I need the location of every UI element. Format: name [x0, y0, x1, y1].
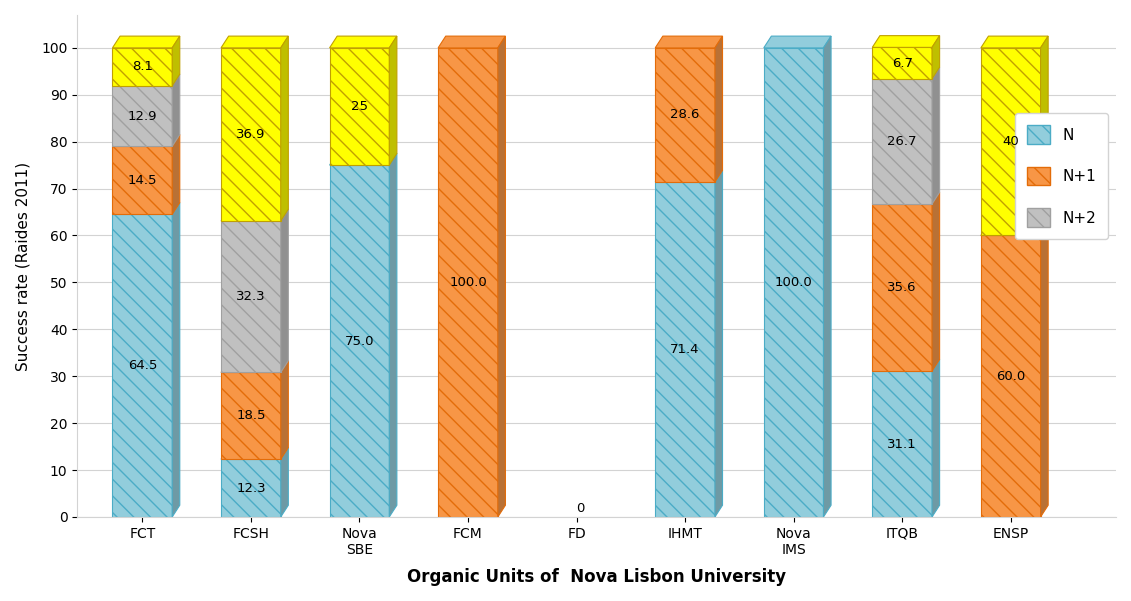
Polygon shape	[872, 192, 940, 204]
Text: 64.5: 64.5	[128, 359, 157, 372]
Text: 32.3: 32.3	[236, 290, 266, 304]
Text: 8.1: 8.1	[132, 60, 153, 73]
Polygon shape	[329, 153, 397, 165]
Bar	[655, 182, 715, 517]
Bar	[112, 215, 172, 517]
Polygon shape	[172, 135, 180, 215]
Polygon shape	[655, 36, 723, 48]
Text: 100.0: 100.0	[775, 276, 812, 289]
Polygon shape	[932, 192, 940, 371]
Polygon shape	[655, 170, 723, 182]
Bar	[221, 373, 280, 459]
Polygon shape	[1041, 224, 1048, 517]
Polygon shape	[172, 203, 180, 517]
Bar	[112, 147, 172, 215]
Text: 14.5: 14.5	[128, 174, 157, 187]
Polygon shape	[438, 36, 506, 48]
Text: 18.5: 18.5	[236, 409, 266, 423]
Polygon shape	[981, 224, 1048, 236]
Bar	[872, 371, 932, 517]
Polygon shape	[389, 36, 397, 165]
Text: 60.0: 60.0	[996, 370, 1026, 383]
Bar	[438, 48, 498, 517]
Bar	[329, 48, 389, 165]
Bar	[221, 48, 280, 221]
Text: 26.7: 26.7	[888, 135, 917, 148]
Polygon shape	[823, 36, 831, 517]
Polygon shape	[763, 36, 831, 48]
Bar	[221, 459, 280, 517]
Polygon shape	[112, 74, 180, 86]
X-axis label: Organic Units of  Nova Lisbon University: Organic Units of Nova Lisbon University	[407, 568, 786, 586]
Polygon shape	[280, 448, 288, 517]
Bar	[981, 48, 1041, 236]
Text: 40: 40	[1002, 135, 1019, 148]
Text: 6.7: 6.7	[891, 56, 913, 70]
Bar	[221, 221, 280, 373]
Polygon shape	[112, 135, 180, 147]
Polygon shape	[221, 36, 288, 48]
Bar	[872, 204, 932, 371]
Text: 71.4: 71.4	[671, 343, 700, 356]
Polygon shape	[329, 36, 397, 48]
Legend: N, N+1, N+2: N, N+1, N+2	[1015, 113, 1108, 239]
Text: 12.9: 12.9	[128, 109, 157, 123]
Bar	[655, 48, 715, 182]
Text: 100.0: 100.0	[449, 276, 486, 289]
Bar	[112, 86, 172, 147]
Polygon shape	[872, 35, 940, 47]
Polygon shape	[221, 361, 288, 373]
Polygon shape	[172, 74, 180, 147]
Polygon shape	[715, 170, 723, 517]
Polygon shape	[280, 209, 288, 373]
Text: 75.0: 75.0	[345, 335, 374, 347]
Bar	[872, 47, 932, 79]
Polygon shape	[221, 448, 288, 459]
Polygon shape	[932, 359, 940, 517]
Text: 36.9: 36.9	[236, 128, 266, 141]
Text: 28.6: 28.6	[671, 108, 700, 121]
Polygon shape	[872, 359, 940, 371]
Polygon shape	[981, 36, 1048, 48]
Polygon shape	[932, 67, 940, 204]
Text: 0: 0	[576, 502, 585, 515]
Polygon shape	[872, 67, 940, 79]
Polygon shape	[112, 203, 180, 215]
Bar	[981, 236, 1041, 517]
Polygon shape	[280, 36, 288, 221]
Polygon shape	[1041, 36, 1048, 236]
Polygon shape	[715, 36, 723, 182]
Polygon shape	[112, 36, 180, 48]
Text: 25: 25	[351, 100, 368, 113]
Bar	[872, 79, 932, 204]
Polygon shape	[280, 361, 288, 459]
Text: 35.6: 35.6	[888, 281, 917, 294]
Text: 31.1: 31.1	[888, 438, 917, 451]
Polygon shape	[498, 36, 506, 517]
Bar	[112, 48, 172, 86]
Polygon shape	[389, 153, 397, 517]
Polygon shape	[172, 36, 180, 86]
Polygon shape	[221, 209, 288, 221]
Bar	[763, 48, 823, 517]
Y-axis label: Success rate (Raides 2011): Success rate (Raides 2011)	[15, 162, 31, 371]
Bar	[329, 165, 389, 517]
Text: 12.3: 12.3	[236, 481, 266, 495]
Polygon shape	[932, 35, 940, 79]
